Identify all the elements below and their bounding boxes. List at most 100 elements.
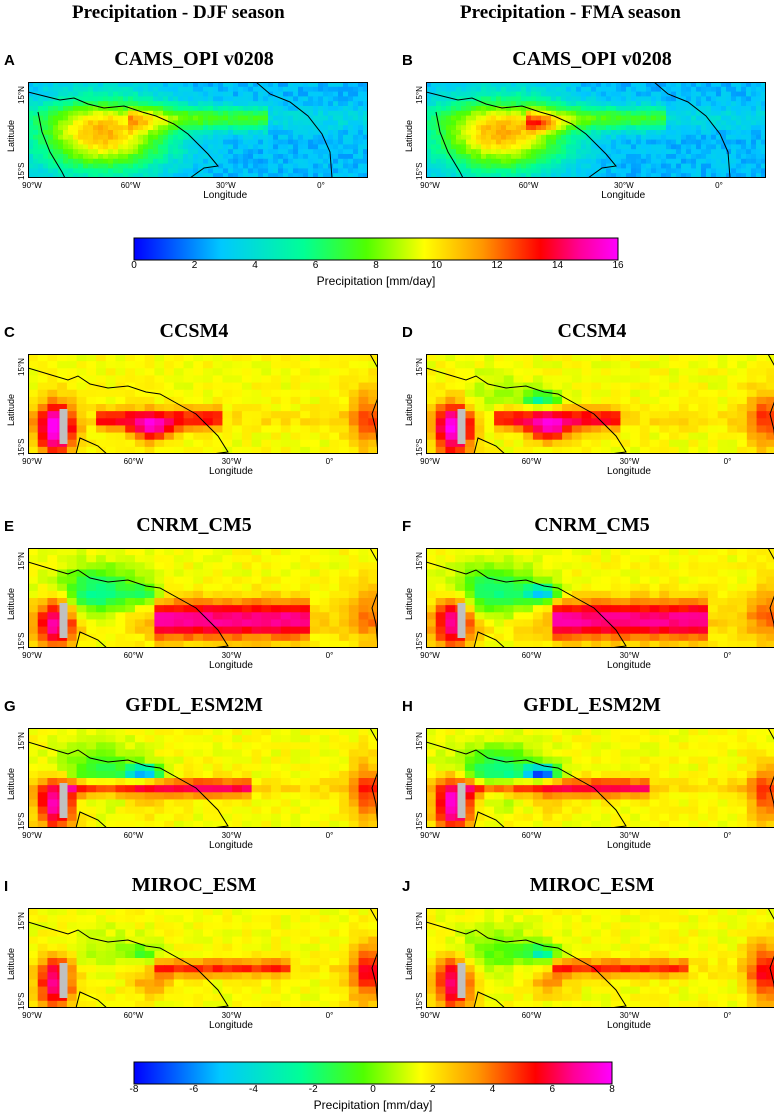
- precipitation-map: [426, 82, 766, 178]
- lat-tick-south: 15°S: [17, 992, 26, 1010]
- y-axis-label: Latitude: [404, 767, 414, 800]
- panel-letter: J: [402, 878, 411, 895]
- x-axis-label: Longitude: [209, 1020, 253, 1031]
- lon-tick: 0°: [723, 651, 732, 660]
- map-field: [28, 908, 378, 1008]
- map-panel-j: J MIROC_ESM Latitude 15°N 15°S 90°W 60°W 30°W 0°…: [402, 874, 774, 1078]
- y-axis-label: Latitude: [404, 393, 414, 426]
- right-column-title: Precipitation - FMA season: [460, 2, 681, 23]
- panel-title: GFDL_ESM2M: [523, 694, 661, 716]
- lon-tick: 0°: [715, 181, 723, 190]
- map-field: [28, 354, 378, 454]
- colorbar-tick: 8: [373, 260, 379, 271]
- panel-title: CCSM4: [557, 320, 627, 342]
- coastline: [28, 82, 333, 178]
- lat-tick-north: 15°N: [415, 732, 424, 750]
- lon-tick: 30°W: [619, 1011, 640, 1020]
- lon-tick: 60°W: [521, 831, 542, 840]
- lon-tick: 60°W: [518, 181, 539, 190]
- x-axis-label: Longitude: [607, 466, 651, 477]
- colorbar-tick: 10: [430, 260, 443, 271]
- lat-tick-south: 15°S: [415, 812, 424, 830]
- colorbar-tick: 0: [370, 1084, 376, 1095]
- y-axis-label: Latitude: [6, 587, 16, 620]
- panel-letter: B: [402, 52, 413, 69]
- lon-tick: 90°W: [22, 457, 42, 466]
- lat-tick-south: 15°S: [415, 632, 424, 650]
- lon-tick: 90°W: [420, 831, 440, 840]
- panel-letter: A: [4, 52, 15, 69]
- panel-letter: F: [402, 518, 412, 535]
- lat-tick-north: 15°N: [17, 732, 26, 750]
- land-mask: [457, 963, 466, 998]
- precipitation-map: [28, 354, 378, 454]
- lat-tick-south: 15°S: [17, 812, 26, 830]
- lon-tick: 0°: [723, 831, 732, 840]
- land-mask: [59, 603, 68, 638]
- x-axis-label: Longitude: [209, 660, 253, 671]
- colorbar-tick: 6: [312, 260, 319, 271]
- lat-tick-north: 15°N: [17, 358, 26, 376]
- map-field: [28, 548, 378, 648]
- bias-colorbar-label: Precipitation [mm/day]: [313, 1098, 433, 1112]
- precipitation-map: [426, 354, 774, 454]
- bias-colorbar-gradient: [133, 1061, 613, 1085]
- panel-title: MIROC_ESM: [131, 874, 257, 896]
- map-panel-i: I MIROC_ESM Latitude 15°N 15°S 90°W 60°W 30°W 0°…: [4, 874, 384, 1078]
- lon-tick: 30°W: [221, 831, 242, 840]
- lat-tick-south: 15°S: [17, 162, 26, 180]
- x-axis-label: Longitude: [607, 840, 651, 851]
- precipitation-map: [28, 908, 378, 1008]
- lat-tick-north: 15°N: [17, 86, 26, 104]
- lon-tick: 30°W: [619, 831, 640, 840]
- lat-tick-south: 15°S: [415, 162, 424, 180]
- colorbar-tick: 12: [491, 260, 503, 271]
- panel-letter: G: [4, 698, 16, 715]
- precipitation-map: [426, 908, 774, 1008]
- precipitation-map: [28, 82, 368, 178]
- panel-letter: I: [4, 878, 9, 895]
- lat-tick-north: 15°N: [415, 86, 424, 104]
- lon-tick: 90°W: [22, 831, 42, 840]
- lon-tick: 60°W: [120, 181, 141, 190]
- precipitation-map: [28, 728, 378, 828]
- land-mask: [59, 409, 68, 444]
- colorbar-tick: 2: [191, 260, 198, 271]
- panel-letter: E: [4, 518, 15, 535]
- lon-tick: 30°W: [613, 181, 634, 190]
- colorbar-tick: 6: [549, 1084, 556, 1095]
- observed-colorbar: 0 2 4 6 8 10 12 14 16 Precipitation [mm/day]: [0, 232, 774, 292]
- lon-tick: 30°W: [221, 1011, 242, 1020]
- colorbar-tick: 2: [429, 1084, 436, 1095]
- lon-tick: 30°W: [619, 651, 640, 660]
- lon-tick: 90°W: [420, 1011, 440, 1020]
- land-mask: [457, 409, 466, 444]
- map-panel-c: C CCSM4 Latitude 15°N 15°S 90°W 60°W 30°W 0° Long…: [4, 320, 384, 524]
- lat-tick-north: 15°N: [415, 912, 424, 930]
- colorbar-tick: -6: [189, 1084, 199, 1095]
- panel-title: GFDL_ESM2M: [125, 694, 263, 716]
- lat-tick-north: 15°N: [17, 552, 26, 570]
- precipitation-map: [426, 728, 774, 828]
- left-column-title: Precipitation - DJF season: [72, 2, 285, 23]
- panel-letter: D: [402, 324, 413, 341]
- colorbar-tick: 0: [131, 260, 137, 271]
- colorbar-tick: -4: [249, 1084, 258, 1095]
- lat-tick-south: 15°S: [17, 438, 26, 456]
- panel-title: CCSM4: [159, 320, 229, 342]
- colorbar-tick: -8: [129, 1084, 139, 1095]
- lon-tick: 0°: [317, 181, 325, 190]
- land-mask: [457, 603, 466, 638]
- colorbar-tick: 4: [252, 260, 258, 271]
- lat-tick-north: 15°N: [415, 358, 424, 376]
- panel-title: MIROC_ESM: [529, 874, 655, 896]
- x-axis-label: Longitude: [601, 190, 646, 201]
- panel-title: CAMS_OPI v0208: [512, 48, 672, 70]
- colorbar-tick: -2: [308, 1084, 318, 1095]
- map-field: [426, 82, 766, 178]
- lon-tick: 60°W: [123, 457, 144, 466]
- panel-letter: C: [4, 324, 15, 341]
- lon-tick: 30°W: [221, 651, 242, 660]
- land-mask: [59, 783, 68, 818]
- x-axis-label: Longitude: [203, 190, 248, 201]
